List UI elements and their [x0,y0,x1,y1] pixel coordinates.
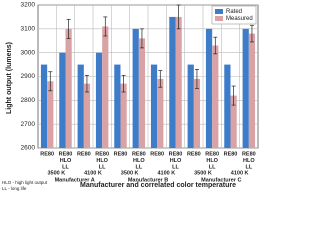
x-tick-label: RE80 [59,151,73,157]
error-bar [103,16,108,37]
x-tick-label: HLO [96,158,108,164]
x-tick-label: LL [209,164,216,170]
bar [157,78,164,148]
y-tick-label: 2600 [21,145,36,152]
x-tick-label: RE80 [132,151,146,157]
x-tick-label: RE80 [77,151,91,157]
x-tick-label: RE80 [95,151,109,157]
bar [175,16,182,148]
error-bar [84,74,89,93]
x-tick-label: RE80 [224,151,238,157]
legend-label: Rated [226,9,242,15]
temperature-label: 4100 K [157,170,175,176]
x-tick-label: RE80 [205,151,219,157]
bar [193,78,201,148]
bar [150,64,158,148]
y-tick-label: 3000 [21,49,36,56]
error-bar [121,74,126,93]
bar [212,45,219,149]
x-tick-label: LL [62,164,69,170]
x-tick-label: RE80 [242,151,256,157]
temperature-label: 3500 K [194,170,212,176]
bar [187,64,194,148]
bar [77,64,84,148]
legend-label: Measured [226,16,253,22]
error-bar [213,36,218,55]
x-tick-label: HLO [133,158,145,164]
bar [102,26,109,149]
manufacturer-label: Manufacturer B [128,177,168,183]
temperature-label: 3500 K [121,170,139,176]
error-bar [194,68,199,89]
manufacturer-label: Manufacturer C [201,177,241,183]
bar [242,28,249,148]
x-tick-label: LL [99,164,106,170]
bar [47,81,54,148]
temperature-label: 4100 K [231,170,249,176]
footnote: LL - long life [2,186,27,191]
temperature-label: 3500 K [47,170,65,176]
chart: Light output (lumens) Manufacturer and c… [2,2,259,191]
bar [83,83,91,148]
x-tick-label: RE80 [114,151,128,157]
x-tick-label: HLO [206,158,218,164]
y-axis-label: Light output (lumens) [6,42,13,114]
legend-swatch [215,9,223,14]
y-tick-label: 3100 [21,26,36,33]
bar [95,52,103,148]
y-tick-label: 2700 [21,121,36,128]
error-bar [139,28,144,49]
x-tick-label: LL [172,164,179,170]
bar [230,95,237,148]
bar [65,28,72,148]
x-tick-label: RE80 [40,151,54,157]
legend-swatch [215,16,223,21]
bar [120,83,127,148]
bar [224,64,231,148]
bar [138,38,146,148]
error-bar [176,4,181,30]
bar [205,28,213,148]
bar [40,64,48,148]
error-bar [48,71,53,92]
x-tick-label: HLO [243,158,255,164]
y-tick-label: 3200 [21,2,36,9]
x-axis-label: Manufacturer and correlated color temper… [80,182,236,189]
x-tick-label: RE80 [187,151,201,157]
bar [248,33,256,148]
bar [132,28,139,148]
bar [59,52,66,148]
bar [169,16,176,148]
x-tick-label: HLO [170,158,182,164]
x-tick-label: RE80 [150,151,164,157]
y-tick-label: 2900 [21,73,36,80]
y-tick-label: 2800 [21,97,36,104]
error-bar [158,70,163,88]
x-tick-label: HLO [60,158,72,164]
error-bar [231,85,236,106]
error-bar [66,18,71,39]
error-bar [249,24,254,43]
bar [114,64,121,148]
x-tick-label: LL [245,164,252,170]
temperature-label: 4100 K [84,170,102,176]
footnote: HLO - high light output [2,180,48,185]
x-tick-label: LL [135,164,142,170]
manufacturer-label: Manufacturer A [55,177,95,183]
x-tick-label: RE80 [169,151,183,157]
